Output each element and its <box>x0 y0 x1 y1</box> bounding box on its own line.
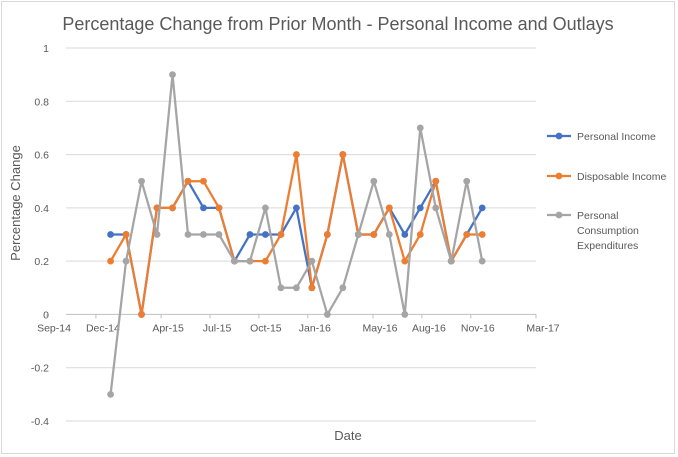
data-point <box>153 231 161 238</box>
legend-swatch-marker <box>555 172 563 180</box>
data-point <box>385 231 393 238</box>
data-point <box>292 151 300 158</box>
series-group <box>107 71 486 398</box>
data-point <box>401 311 409 318</box>
y-tick-label: 0 <box>43 309 49 321</box>
y-tick-label: -0.2 <box>31 363 49 375</box>
legend-item: Disposable Income <box>547 171 666 183</box>
data-point <box>215 231 223 238</box>
x-tick-label: Apr-15 <box>152 322 184 334</box>
data-point <box>292 284 300 292</box>
y-tick-label: 0.4 <box>34 203 49 215</box>
x-axis-title: Date <box>334 428 361 443</box>
data-point <box>246 257 254 265</box>
x-axis-ticks: Sep-14 Dec-14 Apr-15 Jul-15 Oct-15 Jan-16 May-… <box>37 314 560 334</box>
y-tick-label: 0.6 <box>34 150 49 162</box>
data-point <box>122 257 130 265</box>
x-tick-label: Nov-16 <box>461 322 495 334</box>
legend-label: Personal Income <box>577 131 656 143</box>
data-point <box>246 231 254 238</box>
legend-label: Expenditures <box>577 240 638 252</box>
legend-item: Personal Consumption Expenditures <box>547 210 639 252</box>
y-tick-label: 0.2 <box>34 256 49 268</box>
data-point <box>169 204 176 212</box>
data-point <box>416 231 424 238</box>
data-point <box>184 177 192 185</box>
data-point <box>339 151 347 158</box>
data-point <box>463 231 471 238</box>
y-tick-label: 1 <box>43 43 49 55</box>
data-point <box>169 71 176 79</box>
data-point <box>354 231 362 238</box>
data-point <box>200 231 207 238</box>
data-point <box>370 231 378 238</box>
data-point <box>138 311 145 318</box>
data-point <box>107 390 114 398</box>
y-tick-label: -0.4 <box>31 416 49 428</box>
data-point <box>262 257 269 265</box>
legend-swatch-marker <box>555 211 563 219</box>
data-point <box>122 231 130 238</box>
legend: Personal Income Disposable Income Personal… <box>547 131 666 252</box>
x-tick-label: Jan-16 <box>299 322 331 334</box>
data-point <box>277 231 285 238</box>
y-axis-title: Percentage Change <box>8 145 23 261</box>
data-point <box>277 284 285 292</box>
data-point <box>323 231 331 238</box>
x-tick-label: May-16 <box>362 322 397 334</box>
data-point <box>200 204 207 212</box>
data-point <box>432 204 440 212</box>
data-point <box>478 257 486 265</box>
data-point <box>308 284 316 292</box>
data-point <box>107 257 114 265</box>
data-point <box>308 257 316 265</box>
legend-label: Disposable Income <box>577 171 666 183</box>
x-tick-label: Aug-16 <box>412 322 446 334</box>
y-tick-label: 0.8 <box>34 96 49 108</box>
data-point <box>401 257 409 265</box>
legend-label: Personal <box>577 210 618 222</box>
series-3 <box>107 71 486 398</box>
x-tick-label: Jul-15 <box>203 322 232 334</box>
data-point <box>385 204 393 212</box>
series-line <box>109 73 484 395</box>
x-tick-label: Dec-14 <box>86 322 120 334</box>
gridlines <box>66 47 536 422</box>
legend-item: Personal Income <box>547 131 656 143</box>
data-point <box>200 177 207 185</box>
data-point <box>262 204 269 212</box>
data-point <box>184 231 192 238</box>
data-point <box>292 204 300 212</box>
data-point <box>478 204 486 212</box>
data-point <box>138 177 145 185</box>
data-point <box>323 311 331 318</box>
data-point <box>432 177 440 185</box>
data-point <box>262 231 269 238</box>
legend-swatch-marker <box>555 132 563 140</box>
data-point <box>231 257 238 265</box>
data-point <box>370 177 378 185</box>
legend-label: Consumption <box>577 225 639 237</box>
data-point <box>463 177 471 185</box>
data-point <box>416 124 424 132</box>
data-point <box>215 204 223 212</box>
chart-title: Percentage Change from Prior Month - Per… <box>62 14 613 34</box>
data-point <box>107 231 114 238</box>
x-tick-label: Mar-17 <box>526 322 559 334</box>
x-tick-label: Sep-14 <box>37 322 71 334</box>
data-point <box>447 257 455 265</box>
data-point <box>339 284 347 292</box>
data-point <box>478 231 486 238</box>
y-axis-ticks: 1 0.8 0.6 0.4 0.2 0 -0.2 -0.4 <box>31 43 49 428</box>
x-tick-label: Oct-15 <box>250 322 282 334</box>
data-point <box>416 204 424 212</box>
data-point <box>401 231 409 238</box>
